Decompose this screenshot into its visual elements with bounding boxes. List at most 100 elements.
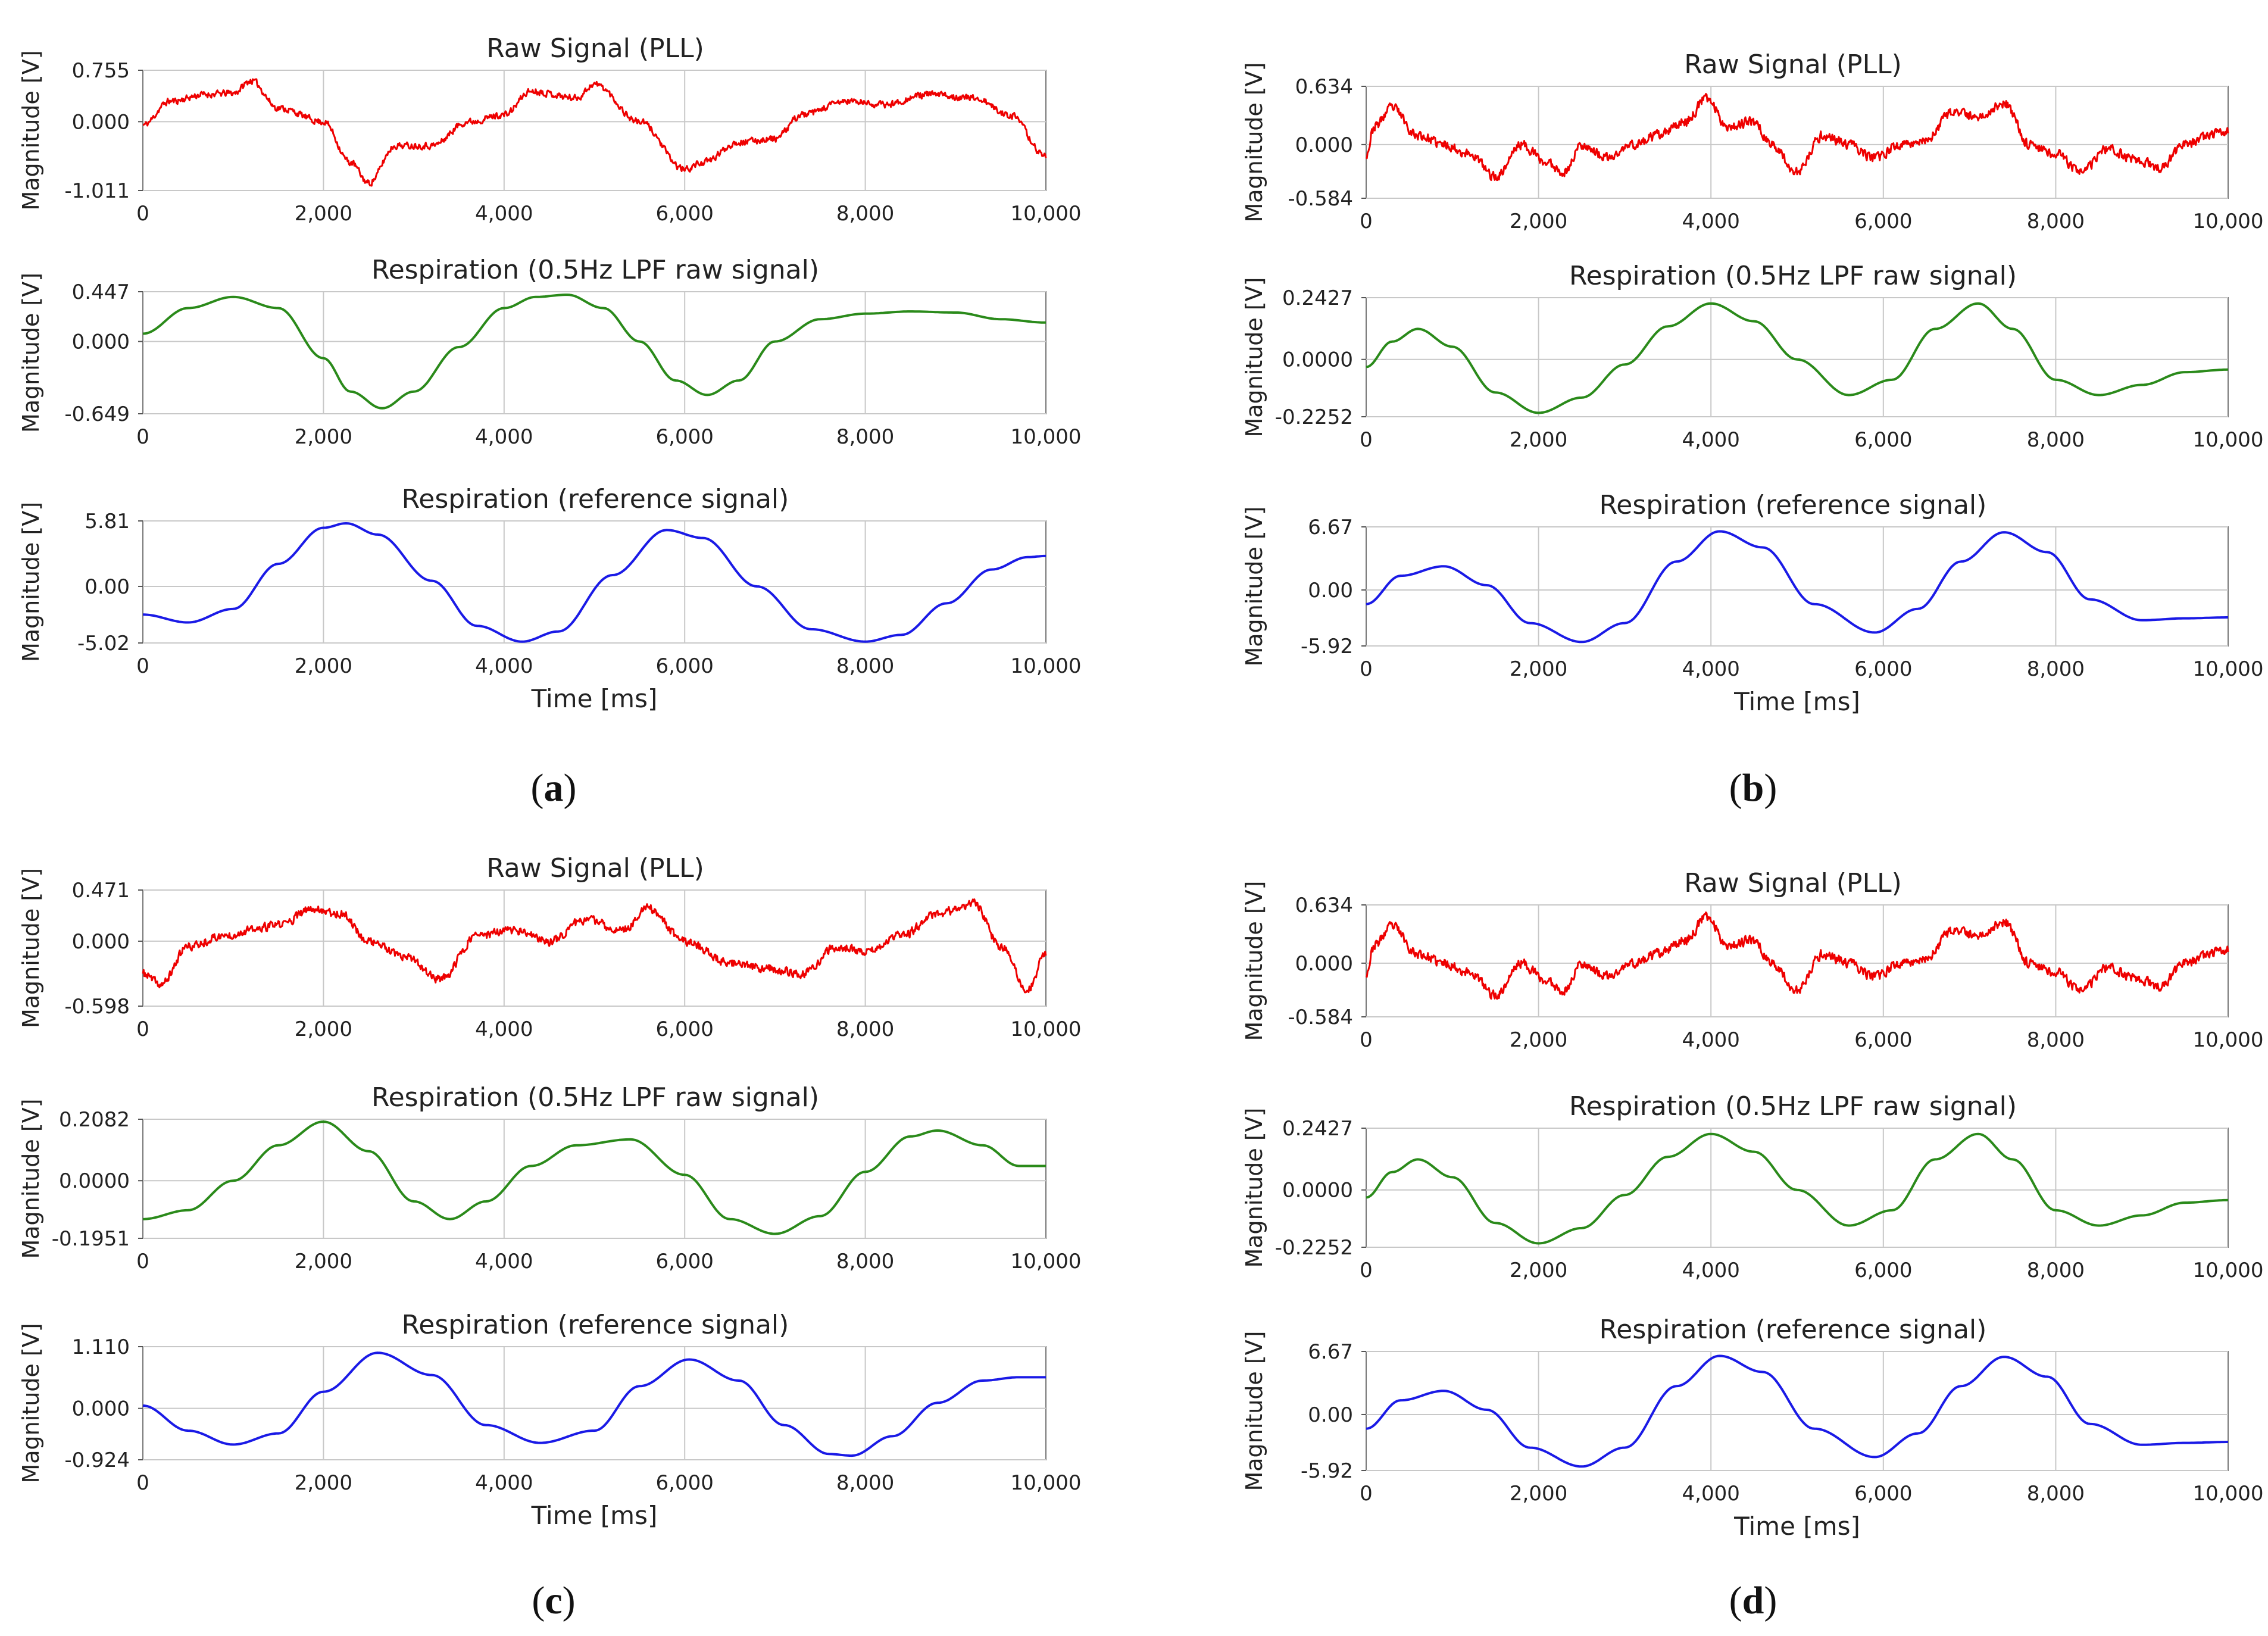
y-tick-label: 0.000 <box>72 330 130 354</box>
y-tick-label: 0.0000 <box>1282 1179 1353 1203</box>
plot-frame <box>1366 904 2229 1017</box>
x-tick-label: 8,000 <box>2027 1259 2085 1282</box>
x-tick-label: 4,000 <box>475 1471 533 1495</box>
subplot-a-3: Respiration (reference signal) 5.81 0.00 -5… <box>18 484 1081 713</box>
y-axis-label: Magnitude [V] <box>1241 277 1267 437</box>
x-tick-label: 2,000 <box>1510 210 1567 233</box>
x-tick-label: 2,000 <box>295 425 352 449</box>
series-line <box>142 1120 1046 1235</box>
y-tick-label: 5.81 <box>85 510 130 533</box>
x-tick-label: 10,000 <box>2193 1028 2264 1052</box>
x-tick-label: 10,000 <box>1011 1471 1082 1495</box>
x-tick-label: 6,000 <box>1854 1028 1912 1052</box>
x-tick-label: 6,000 <box>656 425 714 449</box>
plot-frame <box>1366 526 2229 647</box>
subplot-title: Respiration (reference signal) <box>402 484 789 514</box>
y-axis-label: Magnitude [V] <box>18 1098 44 1259</box>
x-tick-label: 10,000 <box>1011 654 1082 678</box>
series-line <box>142 898 1047 994</box>
y-tick-label: 0.000 <box>1295 133 1353 157</box>
x-tick-label: 2,000 <box>295 1017 352 1041</box>
x-tick-label: 4,000 <box>1682 1482 1740 1506</box>
x-tick-label: 10,000 <box>1011 202 1082 226</box>
x-tick-label: 4,000 <box>475 654 533 678</box>
x-axis-label: Time [ms] <box>531 1501 658 1530</box>
x-tick-label: 2,000 <box>295 1250 352 1273</box>
y-axis-label: Magnitude [V] <box>1241 881 1267 1041</box>
y-tick-label: 0.634 <box>1295 894 1353 917</box>
plot-frame <box>1366 1128 2229 1248</box>
y-tick-label: 0.000 <box>72 930 130 954</box>
x-tick-label: 0 <box>1360 1259 1373 1282</box>
y-axis-label: Magnitude [V] <box>18 50 44 210</box>
x-tick-label: 0 <box>1360 210 1373 233</box>
plot-frame <box>1366 297 2229 417</box>
y-axis-label: Magnitude [V] <box>18 868 44 1028</box>
x-tick-label: 8,000 <box>836 1250 894 1273</box>
x-tick-label: 6,000 <box>656 1250 714 1273</box>
x-tick-label: 6,000 <box>1854 428 1912 452</box>
series-line <box>142 522 1046 643</box>
series-line <box>1366 302 2229 414</box>
y-tick-label: 0.000 <box>72 110 130 134</box>
x-tick-label: 10,000 <box>1011 425 1082 449</box>
x-tick-label: 4,000 <box>1682 657 1740 681</box>
subplot-c-3: Respiration (reference signal) 1.110 0.000… <box>18 1310 1081 1530</box>
y-tick-label: -0.924 <box>64 1448 130 1472</box>
x-tick-label: 0 <box>136 1471 149 1495</box>
x-tick-label: 4,000 <box>1682 1028 1740 1052</box>
x-tick-label: 0 <box>136 425 149 449</box>
x-tick-label: 10,000 <box>2193 1259 2264 1282</box>
y-tick-label: 0.0000 <box>1282 348 1353 372</box>
y-tick-label: -0.584 <box>1288 187 1353 211</box>
x-tick-label: 2,000 <box>1510 1482 1567 1506</box>
x-axis-label: Time [ms] <box>1733 1512 1860 1541</box>
subplot-title: Respiration (0.5Hz LPF raw signal) <box>1569 1091 2017 1122</box>
x-tick-label: 4,000 <box>475 425 533 449</box>
x-tick-label: 8,000 <box>2027 428 2085 452</box>
x-tick-label: 6,000 <box>656 1017 714 1041</box>
plot-frame <box>1366 1351 2229 1471</box>
x-tick-label: 8,000 <box>836 1017 894 1041</box>
y-tick-label: -0.598 <box>64 995 130 1019</box>
y-tick-label: 0.471 <box>72 879 130 903</box>
panel-caption-d: (d) <box>1729 1579 1777 1622</box>
y-axis-label: Magnitude [V] <box>18 1323 44 1483</box>
x-tick-label: 6,000 <box>1854 1259 1912 1282</box>
y-tick-label: -0.649 <box>64 402 130 426</box>
x-tick-label: 10,000 <box>1011 1017 1082 1041</box>
y-tick-label: -5.02 <box>77 632 130 655</box>
x-tick-label: 0 <box>1360 657 1373 681</box>
subplot-d-1: Raw Signal (PLL) 0.634 0.000 -0.584 0 2,000 4,… <box>1241 868 2263 1052</box>
series-line <box>142 78 1047 187</box>
y-tick-label: 6.67 <box>1308 1340 1353 1364</box>
y-axis-label: Magnitude [V] <box>18 502 44 662</box>
y-tick-label: 0.2427 <box>1282 286 1353 310</box>
subplot-title: Respiration (reference signal) <box>1600 1315 1987 1345</box>
subplot-title: Respiration (0.5Hz LPF raw signal) <box>371 1082 819 1113</box>
y-tick-label: 0.0000 <box>59 1169 130 1193</box>
series-line <box>1365 911 2229 1000</box>
y-axis-label: Magnitude [V] <box>1241 506 1267 666</box>
subplot-b-1: Raw Signal (PLL) 0.634 0.000 -0.584 0 2,000 4,… <box>1241 49 2263 233</box>
x-tick-label: 2,000 <box>295 654 352 678</box>
x-tick-label: 6,000 <box>1854 657 1912 681</box>
subplot-title: Raw Signal (PLL) <box>1684 868 1902 898</box>
y-tick-label: 0.00 <box>85 575 130 599</box>
y-tick-label: 0.2427 <box>1282 1117 1353 1141</box>
panel-caption-b: (b) <box>1729 766 1777 810</box>
subplot-a-2: Respiration (0.5Hz LPF raw signal) 0.447 0… <box>18 255 1081 449</box>
y-tick-label: 1.110 <box>72 1335 130 1359</box>
y-axis-label: Magnitude [V] <box>1241 1107 1267 1267</box>
x-tick-label: 10,000 <box>2193 428 2264 452</box>
x-tick-label: 8,000 <box>836 654 894 678</box>
x-tick-label: 0 <box>136 202 149 226</box>
plot-frame <box>142 889 1046 1007</box>
x-tick-label: 6,000 <box>656 654 714 678</box>
y-tick-label: 0.000 <box>1295 952 1353 976</box>
x-tick-label: 8,000 <box>836 425 894 449</box>
x-tick-label: 8,000 <box>2027 1028 2085 1052</box>
x-axis-label: Time [ms] <box>531 684 658 713</box>
